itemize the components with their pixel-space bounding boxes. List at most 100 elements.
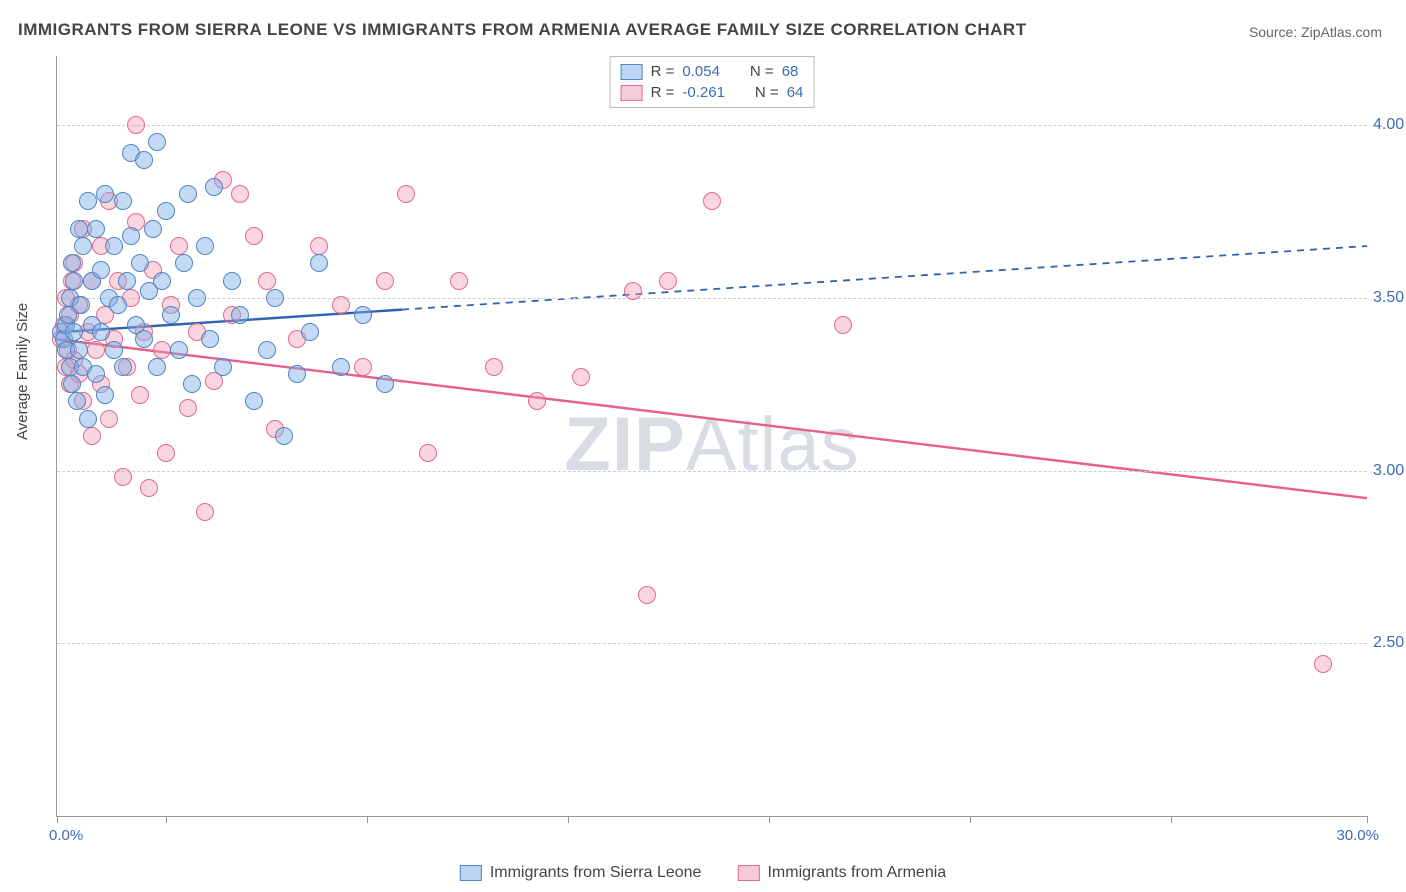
- data-point: [153, 341, 171, 359]
- data-point: [74, 237, 92, 255]
- data-point: [638, 586, 656, 604]
- gridline: [57, 471, 1367, 472]
- x-tick: [166, 816, 167, 823]
- scatter-plot-area: ZIPAtlas R =0.054N =68R =-0.261N =64 0.0…: [56, 56, 1367, 817]
- data-point: [114, 468, 132, 486]
- legend-n-value: 64: [787, 84, 804, 101]
- data-point: [79, 192, 97, 210]
- data-point: [153, 272, 171, 290]
- data-point: [70, 220, 88, 238]
- legend-label: Immigrants from Sierra Leone: [490, 864, 702, 882]
- data-point: [703, 192, 721, 210]
- trend-line: [57, 339, 1367, 498]
- y-tick-label: 4.00: [1373, 116, 1406, 134]
- x-axis-min-label: 0.0%: [49, 827, 83, 844]
- watermark: ZIPAtlas: [564, 401, 859, 488]
- data-point: [170, 237, 188, 255]
- gridline: [57, 125, 1367, 126]
- legend-r-label: R =: [651, 63, 675, 80]
- data-point: [92, 323, 110, 341]
- data-point: [196, 237, 214, 255]
- data-point: [65, 323, 83, 341]
- y-tick-label: 3.50: [1373, 289, 1406, 307]
- legend-r-label: R =: [651, 84, 675, 101]
- data-point: [68, 392, 86, 410]
- data-point: [148, 133, 166, 151]
- data-point: [354, 358, 372, 376]
- data-point: [148, 358, 166, 376]
- data-point: [105, 341, 123, 359]
- data-point: [332, 296, 350, 314]
- data-point: [72, 296, 90, 314]
- data-point: [214, 358, 232, 376]
- data-point: [528, 392, 546, 410]
- data-point: [1314, 655, 1332, 673]
- data-point: [275, 427, 293, 445]
- data-point: [135, 151, 153, 169]
- data-point: [131, 254, 149, 272]
- data-point: [659, 272, 677, 290]
- watermark-light: Atlas: [686, 402, 860, 487]
- data-point: [624, 282, 642, 300]
- data-point: [127, 116, 145, 134]
- data-point: [332, 358, 350, 376]
- data-point: [100, 410, 118, 428]
- data-point: [183, 375, 201, 393]
- legend-n-value: 68: [782, 63, 799, 80]
- trend-lines: [57, 56, 1367, 816]
- data-point: [231, 185, 249, 203]
- data-point: [205, 178, 223, 196]
- correlation-legend: R =0.054N =68R =-0.261N =64: [610, 56, 815, 108]
- data-point: [450, 272, 468, 290]
- y-axis-title: Average Family Size: [14, 303, 31, 440]
- legend-item: Immigrants from Sierra Leone: [460, 864, 702, 882]
- data-point: [179, 185, 197, 203]
- y-tick-label: 3.00: [1373, 462, 1406, 480]
- data-point: [245, 392, 263, 410]
- data-point: [105, 237, 123, 255]
- data-point: [397, 185, 415, 203]
- source-attribution: Source: ZipAtlas.com: [1249, 24, 1382, 40]
- data-point: [87, 341, 105, 359]
- legend-item: Immigrants from Armenia: [737, 864, 946, 882]
- data-point: [70, 341, 88, 359]
- data-point: [196, 503, 214, 521]
- data-point: [301, 323, 319, 341]
- gridline: [57, 298, 1367, 299]
- data-point: [63, 375, 81, 393]
- source-name: ZipAtlas.com: [1301, 24, 1382, 40]
- data-point: [258, 272, 276, 290]
- data-point: [266, 289, 284, 307]
- data-point: [79, 410, 97, 428]
- data-point: [87, 220, 105, 238]
- data-point: [288, 365, 306, 383]
- data-point: [114, 358, 132, 376]
- legend-r-value: -0.261: [682, 84, 725, 101]
- x-tick: [568, 816, 569, 823]
- legend-swatch: [621, 85, 643, 101]
- data-point: [179, 399, 197, 417]
- legend-swatch: [737, 865, 759, 881]
- data-point: [245, 227, 263, 245]
- data-point: [175, 254, 193, 272]
- data-point: [376, 375, 394, 393]
- legend-n-label: N =: [750, 63, 774, 80]
- data-point: [114, 192, 132, 210]
- data-point: [96, 185, 114, 203]
- data-point: [258, 341, 276, 359]
- y-tick-label: 2.50: [1373, 634, 1406, 652]
- x-tick: [1367, 816, 1368, 823]
- data-point: [310, 254, 328, 272]
- data-point: [131, 386, 149, 404]
- data-point: [87, 365, 105, 383]
- data-point: [157, 444, 175, 462]
- data-point: [310, 237, 328, 255]
- source-prefix: Source:: [1249, 24, 1301, 40]
- x-tick: [367, 816, 368, 823]
- data-point: [83, 427, 101, 445]
- data-point: [201, 330, 219, 348]
- data-point: [188, 289, 206, 307]
- data-point: [63, 254, 81, 272]
- data-point: [572, 368, 590, 386]
- data-point: [109, 296, 127, 314]
